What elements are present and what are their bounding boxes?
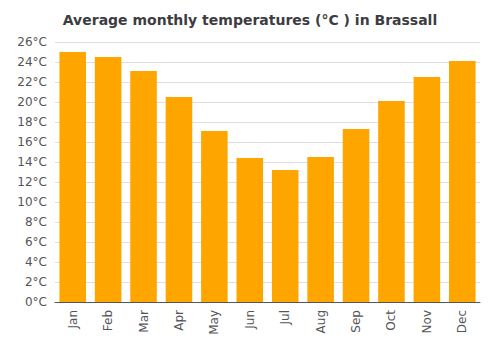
svg-text:20°C: 20°C	[17, 95, 47, 109]
svg-text:14°C: 14°C	[17, 155, 47, 169]
svg-text:0°C: 0°C	[25, 295, 47, 309]
svg-text:10°C: 10°C	[17, 195, 47, 209]
svg-text:4°C: 4°C	[25, 255, 47, 269]
svg-text:6°C: 6°C	[25, 235, 47, 249]
svg-text:Sep: Sep	[349, 310, 363, 333]
svg-text:Average monthly temperatures (: Average monthly temperatures (°C ) in Br…	[63, 12, 437, 28]
svg-text:2°C: 2°C	[25, 275, 47, 289]
svg-text:24°C: 24°C	[17, 55, 47, 69]
svg-text:Apr: Apr	[172, 310, 186, 331]
svg-text:12°C: 12°C	[17, 175, 47, 189]
svg-text:22°C: 22°C	[17, 75, 47, 89]
svg-text:Jan: Jan	[66, 310, 80, 330]
svg-text:Feb: Feb	[101, 310, 115, 331]
svg-text:Aug: Aug	[314, 310, 328, 333]
svg-text:Oct: Oct	[384, 310, 398, 331]
svg-text:8°C: 8°C	[25, 215, 47, 229]
svg-text:18°C: 18°C	[17, 115, 47, 129]
svg-text:16°C: 16°C	[17, 135, 47, 149]
svg-text:Dec: Dec	[455, 310, 469, 333]
svg-text:Jul: Jul	[278, 310, 292, 325]
svg-text:Mar: Mar	[137, 310, 151, 333]
svg-text:Jun: Jun	[243, 310, 257, 330]
svg-text:Nov: Nov	[420, 310, 434, 333]
svg-text:May: May	[207, 310, 221, 335]
svg-text:26°C: 26°C	[17, 35, 47, 49]
